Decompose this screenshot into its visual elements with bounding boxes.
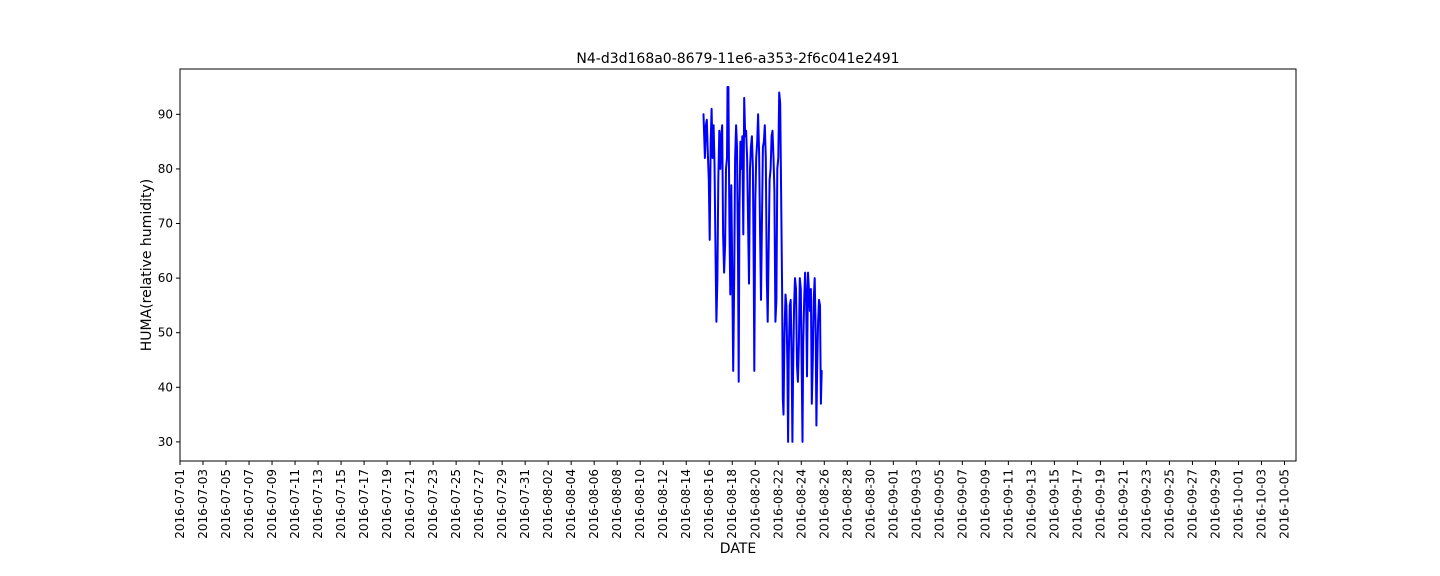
x-tick-label: 2016-07-03 [196, 469, 210, 539]
x-tick-label: 2016-07-25 [449, 469, 463, 539]
x-tick-label: 2016-09-09 [978, 469, 992, 539]
plot-frame [179, 68, 1297, 462]
x-tick-label: 2016-09-29 [1208, 469, 1222, 539]
x-tick-label: 2016-07-17 [357, 469, 371, 539]
x-tick-label: 2016-09-07 [955, 469, 969, 539]
y-tick-label: 30 [158, 435, 173, 449]
x-tick-label: 2016-07-11 [288, 469, 302, 539]
x-tick-label: 2016-07-21 [403, 469, 417, 539]
x-tick-label: 2016-08-18 [725, 469, 739, 539]
x-tick-label: 2016-08-30 [863, 469, 877, 539]
x-tick-label: 2016-09-25 [1162, 469, 1176, 539]
x-tick-label: 2016-09-11 [1001, 469, 1015, 539]
chart-title: N4-d3d168a0-8679-11e6-a353-2f6c041e2491 [576, 51, 899, 67]
x-tick-label: 2016-08-12 [656, 469, 670, 539]
x-tick-label: 2016-08-26 [817, 469, 831, 539]
x-tick-label: 2016-08-04 [564, 469, 578, 539]
y-tick-label: 40 [158, 380, 173, 394]
x-tick-label: 2016-09-03 [909, 469, 923, 539]
series-layer [702, 86, 823, 443]
y-tick-label: 70 [158, 217, 173, 231]
y-tick-label: 50 [158, 326, 173, 340]
y-axis: 30 40 50 60 70 80 90 [158, 107, 180, 449]
x-tick-label: 2016-09-27 [1185, 469, 1199, 539]
x-tick-label: 2016-07-07 [242, 469, 256, 539]
x-tick-label: 2016-08-06 [587, 469, 601, 539]
x-tick-label: 2016-07-29 [495, 469, 509, 539]
x-tick-label: 2016-07-15 [334, 469, 348, 539]
x-tick-label: 2016-09-05 [932, 469, 946, 539]
y-axis-label: HUMA(relative humidity) [139, 179, 155, 351]
x-tick-label: 2016-10-05 [1277, 469, 1291, 539]
x-tick-label: 2016-09-21 [1116, 469, 1130, 539]
x-tick-label: 2016-07-27 [472, 469, 486, 539]
x-tick-label: 2016-09-13 [1024, 469, 1038, 539]
x-tick-label: 2016-07-13 [311, 469, 325, 539]
series-line [702, 86, 823, 443]
x-tick-label: 2016-08-10 [633, 469, 647, 539]
x-tick-label: 2016-10-03 [1254, 469, 1268, 539]
x-tick-label: 2016-08-02 [541, 469, 555, 539]
x-tick-label: 2016-07-01 [173, 469, 187, 539]
x-tick-label: 2016-09-19 [1093, 469, 1107, 539]
y-tick-label: 60 [158, 271, 173, 285]
x-tick-label: 2016-09-01 [886, 469, 900, 539]
x-tick-label: 2016-09-23 [1139, 469, 1153, 539]
x-tick-label: 2016-10-01 [1231, 469, 1245, 539]
x-tick-label: 2016-07-05 [219, 469, 233, 539]
x-tick-label: 2016-08-16 [702, 469, 716, 539]
x-tick-label: 2016-08-28 [840, 469, 854, 539]
x-tick-label: 2016-07-19 [380, 469, 394, 539]
x-tick-label: 2016-07-09 [265, 469, 279, 539]
x-axis-label: DATE [720, 541, 756, 557]
x-tick-label: 2016-09-15 [1047, 469, 1061, 539]
x-axis: 2016-07-01 2016-07-03 2016-07-05 2016-07-07… [173, 461, 1291, 539]
x-tick-label: 2016-08-20 [748, 469, 762, 539]
x-tick-label: 2016-08-14 [679, 469, 693, 539]
x-tick-label: 2016-07-23 [426, 469, 440, 539]
x-tick-label: 2016-08-08 [610, 469, 624, 539]
x-tick-label: 2016-08-24 [794, 469, 808, 539]
x-tick-label: 2016-09-17 [1070, 469, 1084, 539]
y-tick-label: 80 [158, 162, 173, 176]
x-tick-label: 2016-07-31 [518, 469, 532, 539]
x-tick-label: 2016-08-22 [771, 469, 785, 539]
y-tick-label: 90 [158, 107, 173, 121]
